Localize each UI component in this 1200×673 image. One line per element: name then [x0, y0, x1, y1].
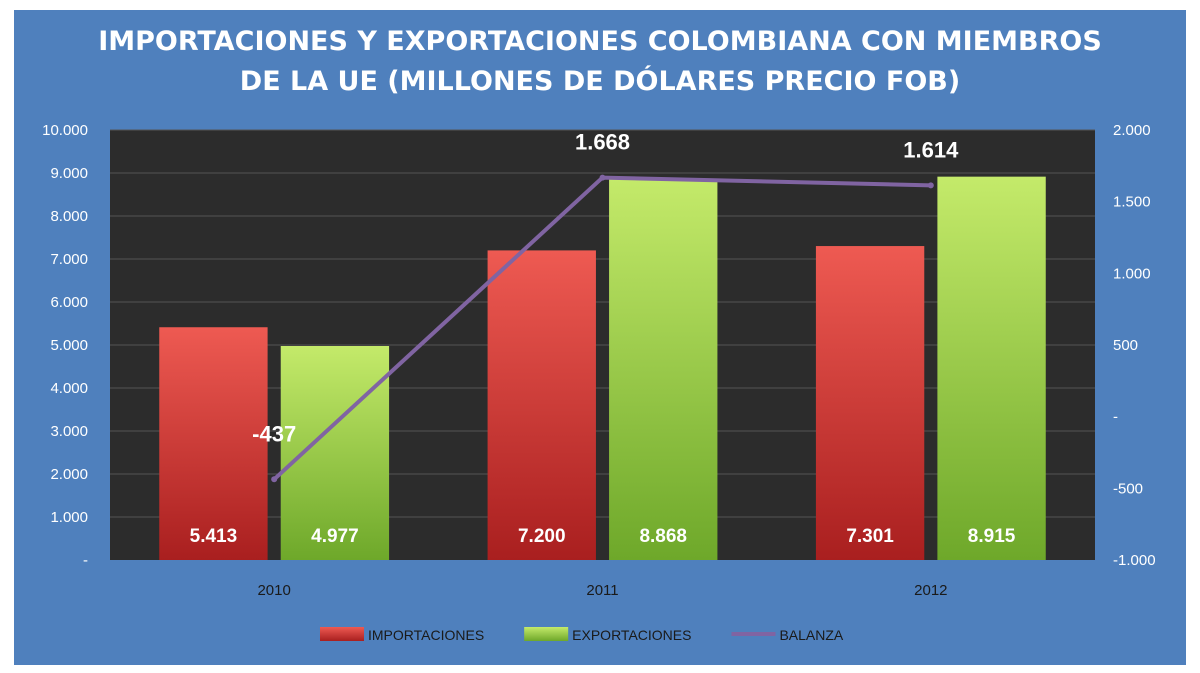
legend-swatch-importaciones [320, 627, 364, 641]
bar-importaciones-2012 [815, 246, 925, 560]
bar-value-label: 7.200 [518, 526, 566, 547]
y-right-tick-label: -1.000 [1113, 552, 1156, 569]
balanza-point [599, 174, 606, 181]
balanza-value-label: 1.614 [903, 137, 959, 162]
bar-value-label: 8.915 [968, 526, 1016, 547]
y-right-tick-label: 500 [1113, 337, 1138, 354]
y-left-tick-label: 9.000 [50, 165, 88, 182]
chart-title-line-2: DE LA UE (MILLONES DE DÓLARES PRECIO FOB… [239, 66, 961, 97]
bar-importaciones-2011 [487, 250, 596, 560]
bar-importaciones-2010 [159, 327, 268, 560]
legend-label: IMPORTACIONES [368, 627, 484, 643]
balanza-point [271, 476, 278, 483]
x-category-label: 2012 [914, 582, 947, 599]
balanza-value-label: -437 [252, 421, 296, 446]
y-right-tick-label: 2.000 [1113, 122, 1151, 139]
balanza-value-label: 1.668 [575, 130, 630, 155]
y-right-tick-label: 1.500 [1113, 194, 1151, 211]
bar-value-label: 7.301 [846, 526, 894, 547]
y-right-tick-label: - [1113, 409, 1118, 426]
bar-exportaciones-2012 [937, 176, 1046, 560]
bar-exportaciones-2011 [609, 178, 718, 560]
legend-swatch-exportaciones [524, 627, 569, 641]
y-left-tick-label: 6.000 [50, 294, 88, 311]
y-left-tick-label: - [83, 552, 88, 569]
y-right-tick-label: 1.000 [1113, 265, 1151, 282]
x-category-label: 2011 [586, 582, 618, 599]
y-left-tick-label: 1.000 [50, 509, 88, 526]
y-left-tick-label: 5.000 [50, 337, 88, 354]
y-left-tick-label: 4.000 [50, 380, 88, 397]
y-left-tick-label: 10.000 [42, 122, 88, 139]
legend-label: BALANZA [779, 627, 843, 643]
legend-label: EXPORTACIONES [572, 627, 691, 643]
bar-value-label: 4.977 [311, 526, 359, 547]
chart-title-line-1: IMPORTACIONES Y EXPORTACIONES COLOMBIANA… [98, 26, 1102, 57]
balanza-point [927, 182, 934, 189]
bar-value-label: 8.868 [639, 526, 687, 547]
y-left-tick-label: 2.000 [50, 466, 88, 483]
bar-exportaciones-2010 [280, 345, 390, 560]
x-category-label: 2010 [257, 582, 290, 599]
chart-title: IMPORTACIONES Y EXPORTACIONES COLOMBIANA… [0, 22, 1200, 102]
y-left-tick-label: 3.000 [50, 423, 88, 440]
y-right-tick-label: -500 [1113, 480, 1143, 497]
bar-value-label: 5.413 [190, 526, 238, 547]
y-left-tick-label: 8.000 [50, 208, 88, 225]
y-left-tick-label: 7.000 [50, 251, 88, 268]
